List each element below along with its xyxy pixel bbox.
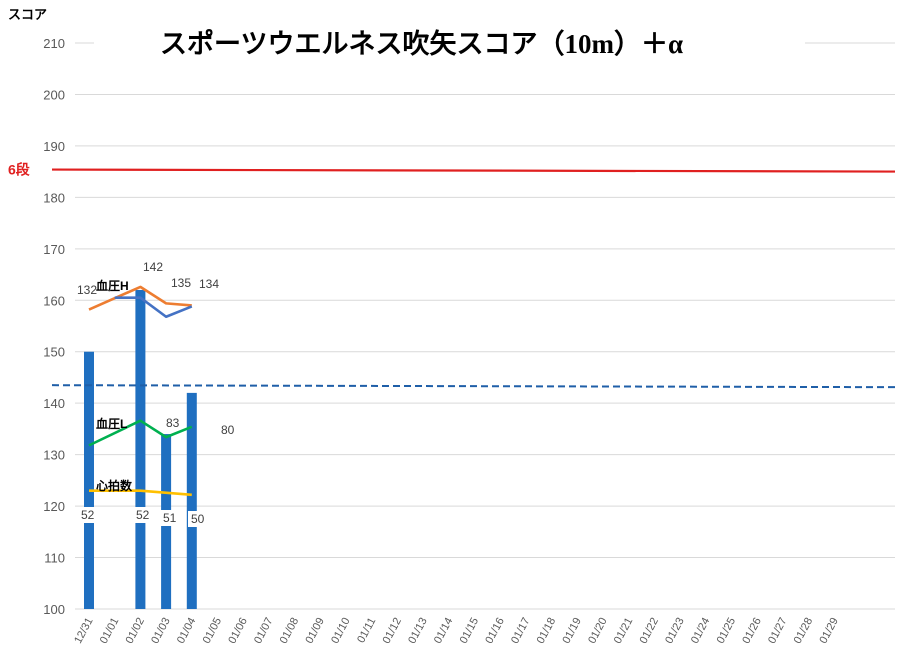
y-tick-label: 170 xyxy=(43,242,65,257)
series-line xyxy=(114,296,193,319)
x-tick-label: 01/19 xyxy=(560,616,584,646)
bar xyxy=(135,289,146,609)
x-tick-label: 01/06 xyxy=(226,616,250,646)
x-tick-label: 01/07 xyxy=(252,616,276,646)
x-tick-label: 01/25 xyxy=(715,616,739,646)
x-tick-label: 01/04 xyxy=(175,616,199,646)
data-label-bg xyxy=(78,507,100,523)
y-tick-label: 190 xyxy=(43,139,65,154)
x-tick-label: 01/02 xyxy=(124,616,148,646)
y-tick-label: 210 xyxy=(43,36,65,51)
x-tick-label: 01/13 xyxy=(406,616,430,646)
x-tick-label: 01/28 xyxy=(792,616,816,646)
x-tick-label: 12/31 xyxy=(72,616,96,646)
y-tick-label: 140 xyxy=(43,396,65,411)
y-tick-label: 120 xyxy=(43,499,65,514)
data-label: 83 xyxy=(166,416,180,430)
x-tick-label: 01/15 xyxy=(458,616,482,646)
x-tick-label: 01/22 xyxy=(638,616,662,646)
y-tick-label: 130 xyxy=(43,448,65,463)
x-tick-label: 01/29 xyxy=(817,616,841,646)
x-tick-label: 01/27 xyxy=(766,616,790,646)
data-label: 50 xyxy=(191,512,205,526)
data-label-bg xyxy=(160,510,182,526)
x-tick-label: 01/24 xyxy=(689,616,713,646)
bar xyxy=(84,351,94,609)
bar xyxy=(186,392,197,609)
data-label: 134 xyxy=(199,277,219,291)
x-tick-label: 01/11 xyxy=(355,616,378,645)
x-tick-label: 01/17 xyxy=(509,616,533,646)
data-label-bg xyxy=(188,511,210,527)
x-tick-label: 01/16 xyxy=(483,616,507,646)
data-label: 52 xyxy=(136,508,150,522)
data-label: 51 xyxy=(163,511,177,525)
chart-title: スポーツウエルネス吹矢スコア（10m）＋α xyxy=(160,29,684,59)
x-tick-label: 01/21 xyxy=(612,616,636,646)
x-tick-label: 01/26 xyxy=(740,616,764,646)
y-axis-label: スコア xyxy=(8,7,48,22)
x-tick-label: 01/10 xyxy=(329,616,353,646)
data-label: 132 xyxy=(77,283,97,297)
reference-line-label: 6段 xyxy=(8,162,30,178)
y-tick-label: 110 xyxy=(44,551,65,566)
data-label: 135 xyxy=(171,276,191,290)
series-line xyxy=(89,489,192,497)
x-tick-label: 01/09 xyxy=(303,616,327,646)
x-tick-label: 01/03 xyxy=(149,616,173,646)
x-tick-label: 01/12 xyxy=(381,616,405,646)
x-tick-label: 01/08 xyxy=(278,616,302,646)
y-tick-label: 180 xyxy=(43,190,65,205)
data-label: 80 xyxy=(221,423,235,437)
reference-line xyxy=(51,384,896,389)
data-label: 52 xyxy=(81,508,95,522)
data-label: 142 xyxy=(143,260,163,274)
series-line xyxy=(88,419,193,447)
x-tick-label: 01/23 xyxy=(663,616,687,646)
y-tick-label: 160 xyxy=(43,293,65,308)
y-tick-label: 150 xyxy=(43,345,65,360)
x-tick-label: 01/01 xyxy=(98,616,122,646)
series-name-label: 心拍数 xyxy=(96,478,133,493)
x-tick-label: 01/14 xyxy=(432,616,456,646)
data-label-bg xyxy=(133,507,155,523)
reference-line xyxy=(51,168,896,173)
x-tick-label: 01/20 xyxy=(586,616,610,646)
x-tick-label: 01/05 xyxy=(201,616,225,646)
series-name-label: 血圧H xyxy=(96,278,129,293)
y-tick-label: 200 xyxy=(43,87,65,102)
y-tick-label: 100 xyxy=(43,602,65,617)
x-tick-label: 01/18 xyxy=(535,616,559,646)
series-name-label: 血圧L xyxy=(96,416,127,431)
